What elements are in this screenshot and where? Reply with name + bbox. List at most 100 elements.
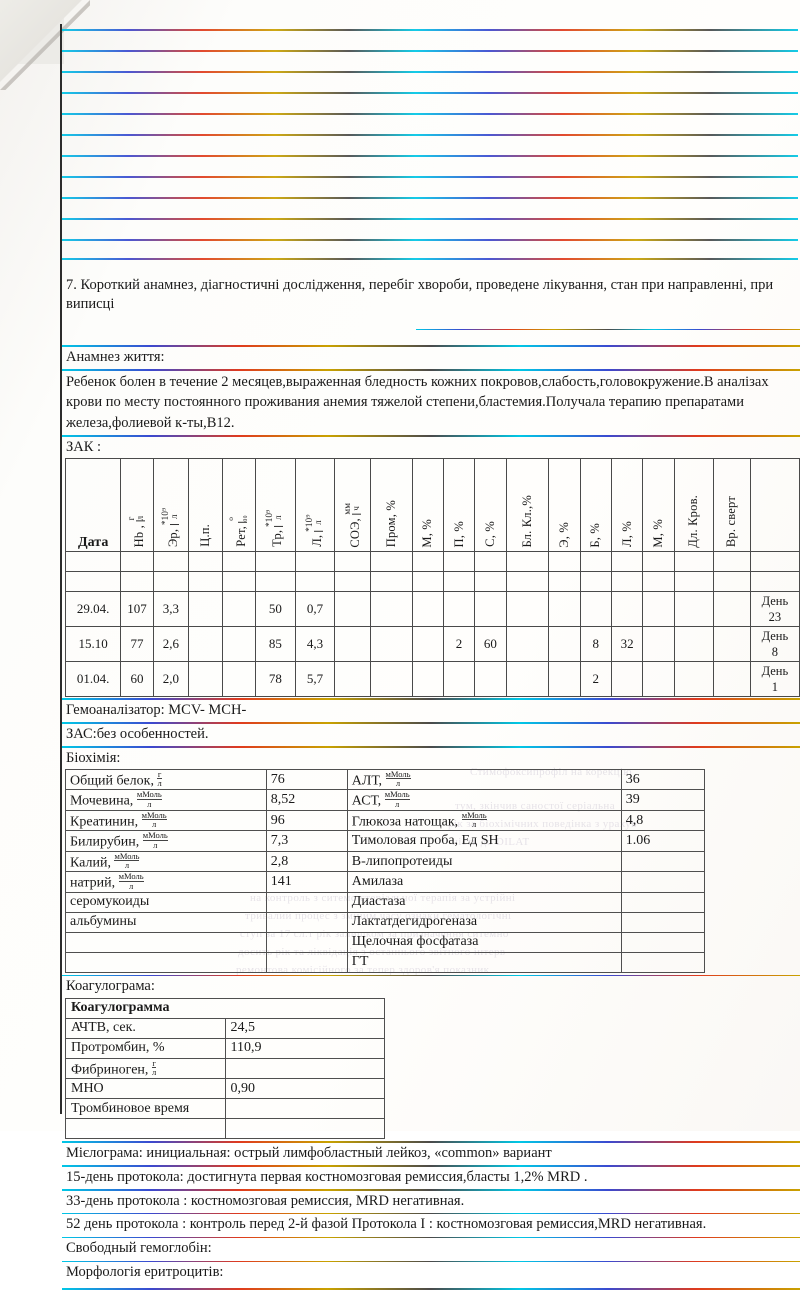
cbc-col-7: СОЭ, мм ч xyxy=(334,458,371,553)
biochem-left-value: 8,52 xyxy=(265,789,348,811)
divider-above-coagulogram-label xyxy=(62,974,800,977)
cbc-cell: 2,6 xyxy=(152,626,190,663)
biochem-left-name: альбумины xyxy=(65,911,267,933)
cbc-cell xyxy=(334,591,371,628)
myelogram-line: 33-день протокола : костномозговая ремис… xyxy=(66,1192,465,1209)
biochem-left-name: натрий, мМоль л xyxy=(65,871,267,893)
cbc-cell xyxy=(713,551,751,573)
cbc-cell xyxy=(442,661,476,698)
cbc-cell xyxy=(673,626,715,663)
divider-above-biochem-label xyxy=(62,745,800,748)
cbc-data-row: 29.04. 107 3,3 50 0,7 День 23 xyxy=(64,591,800,628)
cbc-cell xyxy=(221,551,256,573)
cbc-cell xyxy=(188,571,223,593)
biochemistry-row: Креатинин, мМоль л 96 Глюкоза натощак, мМол… xyxy=(65,809,706,832)
cbc-col-8: Пром, % xyxy=(369,458,413,553)
biochemistry-row: серомукоиды Диастаза xyxy=(65,891,706,913)
cbc-cell: 2,0 xyxy=(152,661,190,698)
cbc-cell: 107 xyxy=(120,591,154,628)
unit-fraction: мМоль л xyxy=(114,850,140,871)
unit-fraction: мМоль л xyxy=(385,768,411,789)
cbc-cell xyxy=(120,571,154,593)
cbc-cell xyxy=(152,551,190,573)
ruled-line xyxy=(62,29,798,31)
biochem-right-name: Тимоловая проба, Ед SH xyxy=(346,830,622,852)
cbc-label: ЗАК : xyxy=(66,438,102,455)
cbc-col-11: С, % xyxy=(474,458,507,553)
cbc-col-blank xyxy=(749,458,800,553)
coagulogram-param-name: Протромбин, % xyxy=(65,1037,226,1059)
biochem-right-value xyxy=(620,850,706,873)
divider-above-anamnesis xyxy=(62,345,800,347)
cbc-cell xyxy=(411,591,444,628)
coagulogram-body: Коагулограмма АЧТВ, сек. 24,5 Протромбин, … xyxy=(65,997,385,1140)
erythrocyte-morphology-label: Морфологія еритроцитів: xyxy=(66,1264,224,1281)
cbc-cell xyxy=(548,661,581,698)
cbc-cell xyxy=(610,661,644,698)
biochem-right-name: Амилаза xyxy=(346,871,622,893)
cbc-cell xyxy=(474,661,507,698)
document-content: 7. Короткий анамнез, діагностичні дослід… xyxy=(62,0,800,1290)
anamnesis-label: Анамнез життя: xyxy=(66,348,165,365)
cbc-cell xyxy=(642,551,675,573)
ruled-line xyxy=(62,134,798,136)
cbc-data-row: 15.10 77 2,6 85 4,3 2 60 8 32 День 8 xyxy=(64,626,800,663)
biochem-left-value: 76 xyxy=(265,768,348,791)
cbc-cell xyxy=(673,571,715,593)
biochem-left-name: Калий, мМоль л xyxy=(65,850,267,873)
biochem-right-value xyxy=(620,911,706,933)
biochem-left-value: 2,8 xyxy=(265,850,348,873)
cbc-cell xyxy=(411,626,444,663)
coagulogram-param-name: МНО xyxy=(65,1078,226,1100)
biochem-right-name: Глюкоза натощак, мМоль л xyxy=(346,809,622,832)
cbc-col-16: М, % xyxy=(642,458,675,553)
cbc-col-3: Ц.п. xyxy=(188,458,223,553)
biochemistry-row: Мочевина, мМоль л 8,52 АСТ, мМоль л 39 xyxy=(65,789,706,811)
ruled-line xyxy=(62,218,798,220)
unit-fraction: мМоль л xyxy=(142,830,168,850)
cbc-col-18: Вр. сверт xyxy=(713,458,751,553)
cbc-cell xyxy=(334,551,371,573)
myelogram-line: 52 день протокола : контроль перед 2-й ф… xyxy=(66,1216,707,1233)
cbc-cell xyxy=(254,551,296,573)
page-left-margin-rule xyxy=(60,24,62,1114)
coagulogram-row: МНО 0,90 xyxy=(65,1078,385,1100)
biochem-right-name: Диастаза xyxy=(346,891,622,913)
myelogram-line: 15-день протокола: достигнута первая кос… xyxy=(66,1168,588,1185)
cbc-data-row: 01.04. 60 2,0 78 5,7 2 День 1 xyxy=(64,661,800,698)
cbc-blank-row xyxy=(64,551,800,573)
cbc-col-date: Дата xyxy=(64,458,122,553)
biochem-left-value xyxy=(265,891,348,913)
coagulogram-param-value xyxy=(224,1057,385,1080)
ruled-line xyxy=(62,92,798,94)
cbc-col-4: Рет, ⁰ ₀₀ xyxy=(221,458,256,553)
biochem-right-name: В-липопротеиды xyxy=(346,850,622,873)
cbc-cell-date: 29.04. xyxy=(64,591,122,628)
cbc-cell xyxy=(642,591,675,628)
cbc-cell xyxy=(642,626,675,663)
cbc-cell xyxy=(334,626,371,663)
section-7-heading: 7. Короткий анамнез, діагностичні дослід… xyxy=(66,277,774,313)
biochem-right-name: АСТ, мМоль л xyxy=(346,789,622,811)
cbc-cell xyxy=(474,591,507,628)
cbc-col-9: М, % xyxy=(411,458,444,553)
cbc-cell xyxy=(579,551,612,573)
cbc-cell xyxy=(505,591,550,628)
biochem-left-value: 96 xyxy=(265,809,348,832)
divider-above-hemoanalyzer xyxy=(62,698,800,700)
cbc-col-17: Дл. Кров. xyxy=(673,458,715,553)
cbc-cell xyxy=(188,661,223,698)
myelogram-notes: Мієлограма: инициальная: острый лимфобла… xyxy=(62,1143,800,1239)
cbc-cell: 2 xyxy=(579,661,612,698)
ruled-line xyxy=(62,50,798,52)
cbc-cell xyxy=(152,571,190,593)
coagulogram-row: Тромбиновое время xyxy=(65,1098,385,1120)
cbc-cell xyxy=(713,661,751,698)
anamnesis-text: Ребенок болен в течение 2 месяцев,выраже… xyxy=(66,373,769,431)
cbc-cell xyxy=(221,661,256,698)
biochemistry-row: ГТ xyxy=(65,951,706,973)
